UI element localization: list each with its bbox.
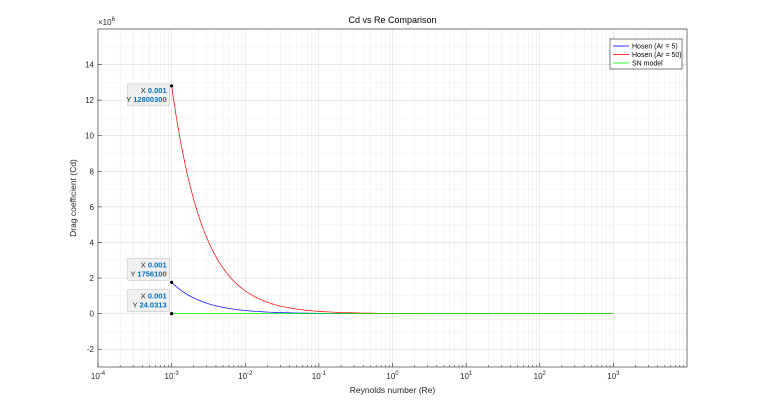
x-tick-label: 10-3 — [165, 371, 180, 381]
datatip-x-row: X 0.001 — [141, 260, 167, 269]
y-tick-label: 10 — [85, 132, 94, 141]
datatip-marker[interactable] — [170, 280, 174, 284]
legend-entry[interactable]: Hosen (Ar = 5) — [632, 44, 678, 51]
ticks: 10-4 10-3 10-2 10-1 100 101 102 103 -2 0 2 4 6 8 10 12 1… — [85, 61, 684, 381]
datatip-y-row: Y 12800300 — [126, 95, 166, 104]
y-tick-label: -2 — [87, 345, 95, 354]
x-tick-label: 100 — [386, 371, 399, 381]
y-tick-label: 2 — [90, 274, 95, 283]
y-axis-multiplier: ×106 — [98, 17, 116, 27]
x-axis-label: Reynolds number (Re) — [350, 385, 436, 395]
y-tick-label: 8 — [90, 167, 95, 176]
series-group — [171, 85, 614, 314]
y-multiplier-exponent: 6 — [112, 17, 116, 23]
datatip-box — [127, 258, 170, 281]
x-tick-label: 101 — [460, 371, 473, 381]
datatip-x-row: X 0.001 — [141, 292, 167, 301]
y-axis-label: Drag coefficient (Cd) — [68, 159, 78, 237]
x-tick-label: 10-4 — [91, 371, 106, 381]
legend-entry[interactable]: SN model — [632, 61, 663, 68]
y-tick-label: 14 — [85, 61, 94, 70]
x-tick-label: 10-2 — [238, 371, 253, 381]
datatip-y-row: Y 24.0313 — [133, 301, 167, 310]
legend-box — [609, 38, 683, 70]
datatip-marker[interactable] — [170, 312, 174, 316]
x-tick-label: 103 — [607, 371, 620, 381]
datatip-x-row: X 0.001 — [141, 86, 167, 95]
y-tick-label: 6 — [90, 203, 95, 212]
legend-entry[interactable]: Hosen (Ar = 50) — [632, 52, 682, 59]
datatip-box — [127, 289, 170, 312]
y-multiplier-base: ×10 — [98, 18, 112, 27]
datatip-y-row: Y 1756100 — [130, 269, 166, 278]
x-tick-label: 10-1 — [312, 371, 327, 381]
chart-title: Cd vs Re Comparison — [348, 15, 436, 25]
datatip-marker[interactable] — [170, 84, 174, 88]
y-tick-label: 0 — [90, 310, 95, 319]
datatip-box — [127, 83, 170, 107]
y-tick-label: 12 — [85, 96, 94, 105]
y-tick-label: 4 — [90, 238, 95, 247]
x-tick-label: 102 — [534, 371, 547, 381]
legend[interactable]: Hosen (Ar = 5)Hosen (Ar = 50) SN model — [609, 38, 683, 70]
